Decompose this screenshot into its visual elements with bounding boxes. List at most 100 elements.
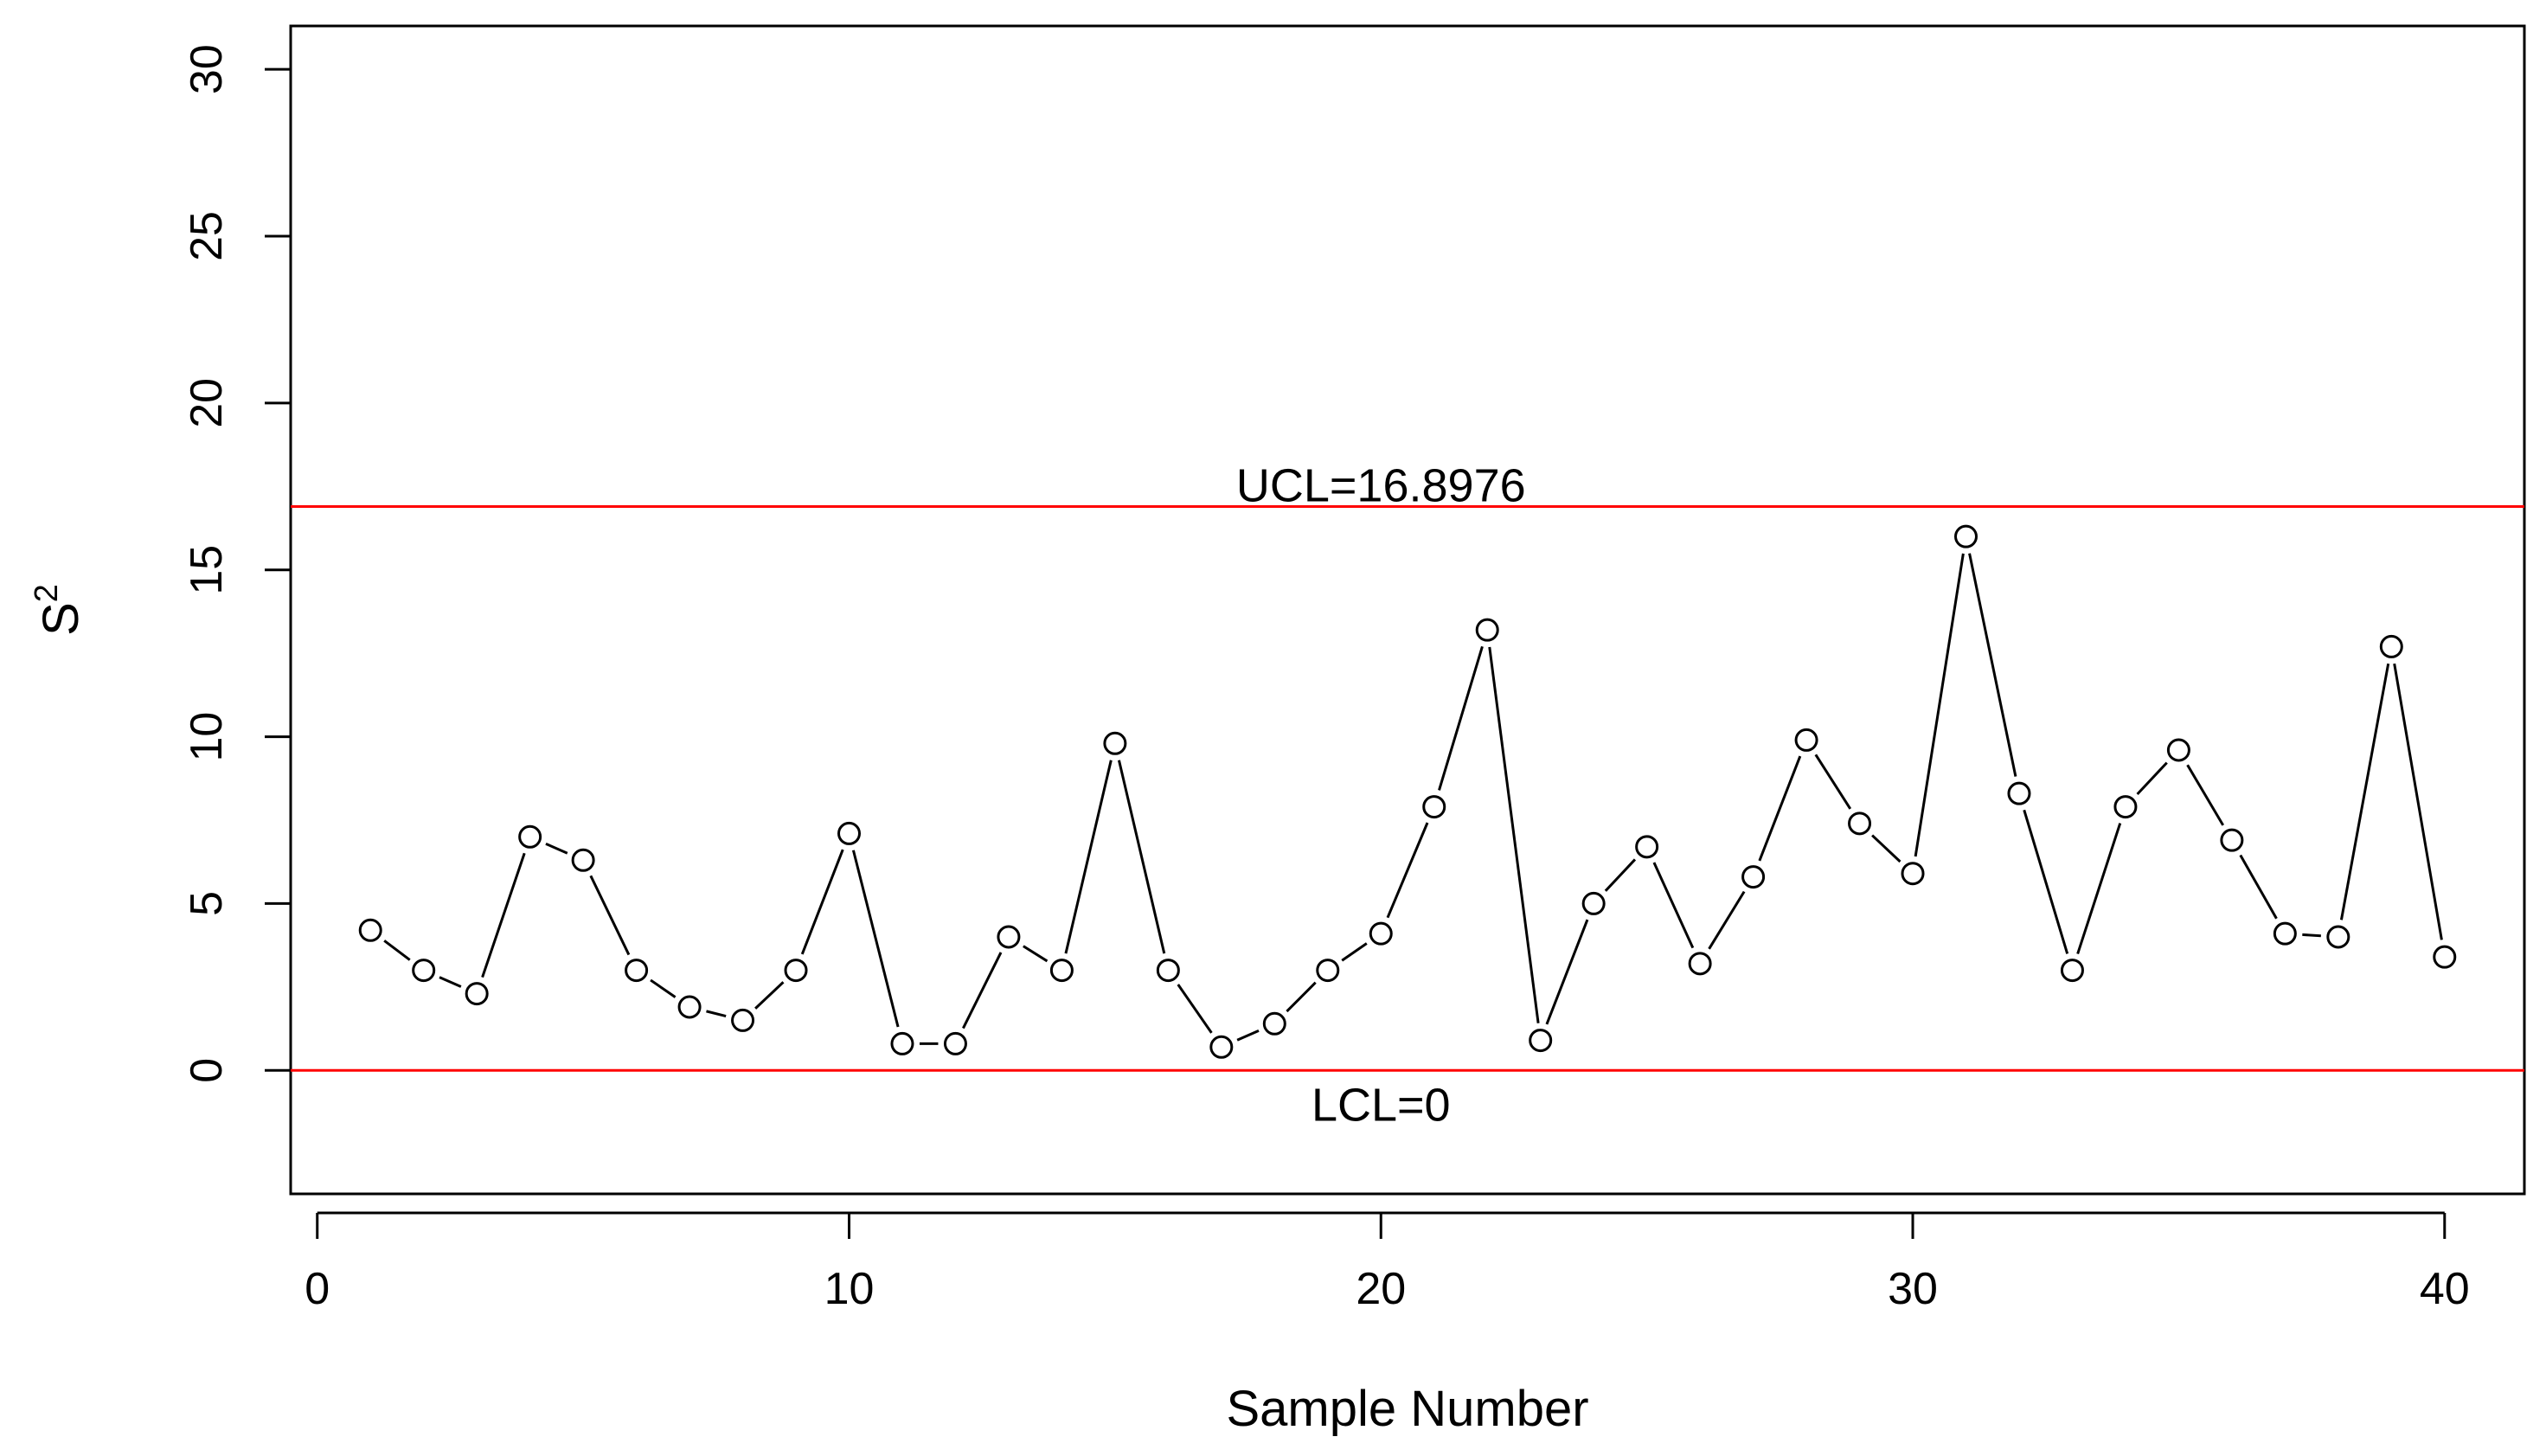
x-axis: 0 10 20 30 40 — [305, 1211, 2470, 1314]
series-segment — [2136, 761, 2168, 796]
data-point — [1954, 524, 1978, 548]
data-point — [1529, 1029, 1553, 1053]
series-segment — [1438, 645, 1484, 791]
series-segment — [1545, 919, 1589, 1025]
x-tick-label: 0 — [305, 1264, 330, 1314]
series-segment — [1386, 822, 1429, 919]
y-axis: 0 5 10 15 20 25 30 — [182, 44, 292, 1083]
data-point — [1156, 959, 1180, 983]
data-point — [1369, 921, 1393, 946]
data-point — [518, 824, 542, 849]
y-tick-label: 5 — [182, 891, 232, 916]
y-tick-label: 0 — [182, 1058, 232, 1083]
series-segment — [2302, 933, 2321, 938]
data-point — [1741, 865, 1766, 889]
x-tick-label: 40 — [2420, 1264, 2470, 1314]
series-segment — [1604, 858, 1637, 892]
data-point — [465, 982, 489, 1006]
series-segment — [1871, 834, 1901, 863]
data-point — [2060, 959, 2084, 983]
data-point — [412, 959, 436, 983]
data-point — [2326, 925, 2350, 949]
series-segment — [1341, 942, 1368, 962]
data-point — [677, 995, 702, 1019]
y-tick-label: 15 — [182, 545, 232, 595]
control-line-label: UCL=16.8976 — [1236, 460, 1526, 512]
data-point — [784, 959, 808, 983]
series-segment — [1177, 984, 1213, 1034]
series-segment — [1652, 862, 1695, 949]
series-segment — [589, 875, 631, 956]
series-segment — [800, 849, 844, 955]
data-point — [1103, 731, 1127, 755]
data-point — [1475, 618, 1499, 642]
series-segment — [481, 852, 526, 978]
data-point — [1635, 835, 1659, 859]
series-segment — [1286, 981, 1317, 1013]
series-points — [358, 524, 2457, 1059]
x-tick-label: 10 — [824, 1264, 875, 1314]
series-segment — [2186, 764, 2225, 826]
data-point — [1262, 1011, 1286, 1036]
control-lines: UCL=16.8976 LCL=0 — [291, 460, 2524, 1131]
data-point — [2166, 738, 2190, 762]
series-segment — [1488, 646, 1540, 1023]
series-segment — [1023, 945, 1049, 963]
series-segment — [1968, 553, 2017, 777]
data-point — [2007, 781, 2031, 805]
y-tick-label: 10 — [182, 712, 232, 762]
y-axis-label: S2 — [29, 584, 89, 636]
series-segment — [2393, 663, 2443, 940]
series-segment — [2076, 823, 2122, 955]
data-point — [1209, 1035, 1234, 1059]
data-point — [1049, 959, 1074, 983]
data-point — [2379, 634, 2403, 658]
data-point — [1688, 952, 1712, 976]
series-segment — [1914, 553, 1965, 857]
data-point — [1581, 891, 1606, 915]
data-point — [571, 848, 595, 872]
data-point — [997, 925, 1021, 949]
data-point — [1316, 959, 1340, 983]
data-point — [2113, 795, 2138, 819]
y-tick-label: 25 — [182, 211, 232, 261]
data-point — [890, 1031, 914, 1055]
plot-frame — [289, 24, 2526, 1196]
data-point — [731, 1008, 755, 1032]
x-axis-label: Sample Number — [1226, 1381, 1588, 1437]
series-segment — [545, 842, 568, 855]
series-segment — [650, 978, 677, 998]
series-segment — [1236, 1029, 1260, 1042]
data-point — [625, 959, 649, 983]
series-segment — [383, 940, 411, 961]
series-segment — [1117, 760, 1166, 954]
y-axis-label-base: S — [33, 602, 89, 636]
data-point — [1901, 862, 1925, 886]
series-segment — [706, 1010, 727, 1018]
series-segment — [1814, 754, 1852, 810]
y-axis-label-superscript: 2 — [29, 584, 65, 602]
y-tick-label: 30 — [182, 44, 232, 94]
data-point — [1794, 728, 1818, 752]
series-segment — [2339, 663, 2390, 920]
series-segment — [2023, 809, 2069, 954]
series-line — [383, 553, 2443, 1045]
data-point — [2433, 945, 2457, 969]
y-tick-label: 20 — [182, 378, 232, 428]
series-segment — [2239, 854, 2278, 920]
series-segment — [1064, 760, 1113, 954]
x-tick-label: 30 — [1888, 1264, 1938, 1314]
series-segment — [1758, 755, 1802, 862]
data-point — [2273, 921, 2297, 946]
series-segment — [851, 850, 900, 1028]
control-line-label: LCL=0 — [1311, 1079, 1451, 1131]
data-point — [943, 1031, 967, 1055]
data-point — [1422, 795, 1446, 819]
series-segment — [962, 952, 1003, 1029]
data-point — [358, 918, 382, 942]
svg-text:S2: S2 — [29, 584, 89, 636]
series-segment — [439, 976, 462, 988]
series-segment — [1708, 890, 1746, 950]
series-segment — [754, 981, 785, 1010]
